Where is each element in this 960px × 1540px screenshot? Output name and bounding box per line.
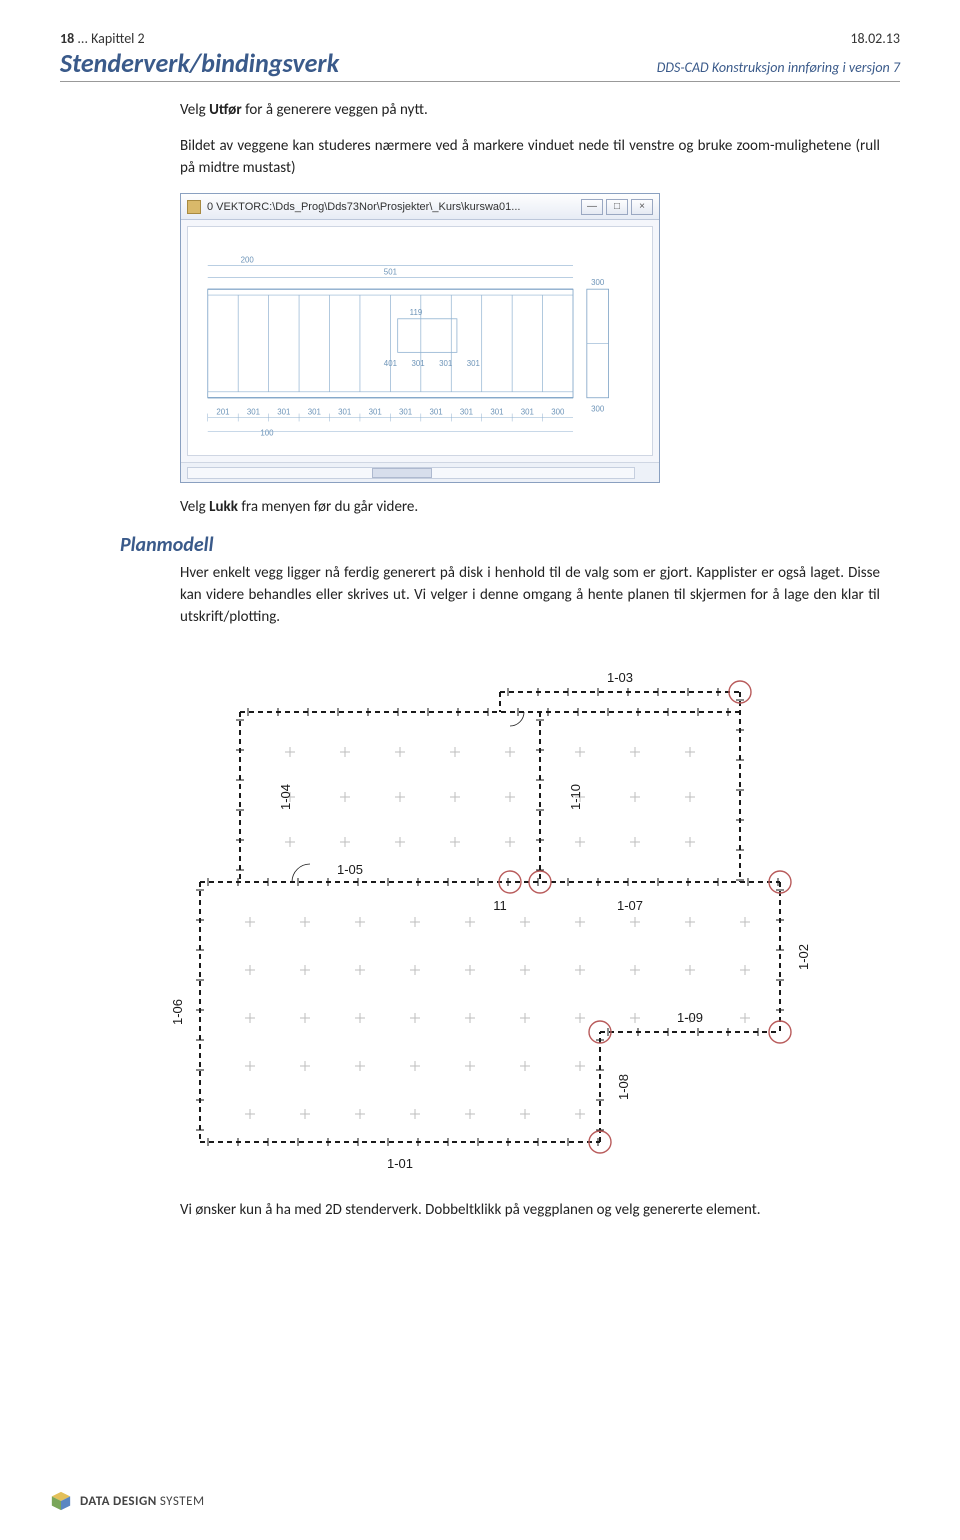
close-button[interactable]: × — [631, 199, 653, 215]
scrollbar-thumb[interactable] — [372, 468, 432, 478]
section-p1: Hver enkelt vegg ligger nå ferdig genere… — [180, 563, 880, 628]
svg-text:401: 401 — [384, 359, 397, 368]
svg-text:301: 301 — [338, 408, 351, 417]
svg-text:301: 301 — [460, 408, 473, 417]
brand-mid: DESIGN — [113, 1494, 157, 1509]
svg-text:1-01: 1-01 — [387, 1156, 413, 1171]
svg-text:200: 200 — [241, 256, 255, 265]
plan-svg: 1-03 1-04 1-10 1-05 11 1-07 1-02 1-06 1-08 1-09 1-… — [120, 642, 840, 1182]
window-titlebar: 0 VEKTOR C:\Dds_Prog\Dds73Nor\Prosjekter… — [181, 194, 659, 220]
vektor-window: 0 VEKTOR C:\Dds_Prog\Dds73Nor\Prosjekter… — [180, 193, 660, 483]
svg-text:11: 11 — [493, 898, 507, 913]
intro-block: Velg Utfør for å generere veggen på nytt… — [180, 100, 880, 179]
window-title-path: C:\Dds_Prog\Dds73Nor\Prosjekter\_Kurs\ku… — [261, 201, 520, 213]
closing-p: Vi ønsker kun å ha med 2D stenderverk. D… — [180, 1200, 880, 1222]
header-date: 18.02.13 — [850, 30, 900, 47]
intro-p1: Velg Utfør for å generere veggen på nytt… — [180, 100, 880, 122]
svg-text:301: 301 — [399, 408, 412, 417]
svg-text:1-07: 1-07 — [617, 898, 643, 913]
header-left: 18 ... Kapittel 2 — [60, 30, 145, 47]
brand-text: DATA DESIGN SYSTEM — [80, 1494, 205, 1509]
doc-title: Stenderverk/bindingsverk — [60, 47, 339, 79]
cube-icon — [50, 1490, 72, 1512]
intro-p1-post: for å generere veggen på nytt. — [242, 101, 428, 119]
after-window-block: Velg Lukk fra menyen før du går videre. — [180, 497, 880, 519]
aw-pre: Velg — [180, 498, 209, 516]
window-scrollbar[interactable] — [181, 462, 659, 482]
intro-p2: Bildet av veggene kan studeres nærmere v… — [180, 136, 880, 180]
section-body: Hver enkelt vegg ligger nå ferdig genere… — [180, 563, 880, 628]
plan-figure: 1-03 1-04 1-10 1-05 11 1-07 1-02 1-06 1-08 1-09 1-… — [120, 642, 840, 1182]
svg-text:301: 301 — [439, 359, 452, 368]
svg-text:301: 301 — [247, 408, 260, 417]
closing-block: Vi ønsker kun å ha med 2D stenderverk. D… — [180, 1200, 880, 1222]
wall-elevation-svg: 200 501 201 301 301 301 301 301 301 301 301 301 301 3… — [188, 227, 652, 455]
window-drawing-area: 200 501 201 301 301 301 301 301 301 301 301 301 301 3… — [187, 226, 653, 456]
title-row: Stenderverk/bindingsverk DDS-CAD Konstru… — [60, 47, 900, 82]
svg-text:300: 300 — [591, 278, 605, 287]
footer-logo: DATA DESIGN SYSTEM — [50, 1490, 205, 1512]
svg-text:1-05: 1-05 — [337, 862, 363, 877]
svg-text:201: 201 — [216, 408, 229, 417]
after-window-p: Velg Lukk fra menyen før du går videre. — [180, 497, 880, 519]
svg-text:301: 301 — [369, 408, 382, 417]
page-header: 18 ... Kapittel 2 18.02.13 — [60, 30, 900, 47]
maximize-button[interactable]: □ — [606, 199, 628, 215]
svg-text:100: 100 — [260, 429, 274, 438]
svg-text:301: 301 — [521, 408, 534, 417]
intro-p1-pre: Velg — [180, 101, 209, 119]
intro-p1-bold: Utfør — [209, 101, 242, 119]
svg-text:501: 501 — [384, 268, 397, 277]
svg-text:1-02: 1-02 — [796, 944, 811, 970]
svg-text:301: 301 — [429, 408, 442, 417]
svg-text:301: 301 — [308, 408, 321, 417]
aw-post: fra menyen før du går videre. — [238, 498, 418, 516]
svg-text:300: 300 — [551, 408, 565, 417]
svg-text:1-08: 1-08 — [616, 1074, 631, 1100]
aw-bold: Lukk — [209, 498, 238, 516]
brand-light: SYSTEM — [160, 1494, 205, 1509]
brand-bold: DATA — [80, 1494, 110, 1509]
svg-text:1-10: 1-10 — [568, 784, 583, 810]
doc-subtitle: DDS-CAD Konstruksjon innføring i versjon… — [657, 59, 900, 76]
svg-text:301: 301 — [411, 359, 424, 368]
app-icon — [187, 200, 201, 214]
section-heading: Planmodell — [120, 533, 900, 557]
svg-text:119: 119 — [410, 308, 423, 317]
svg-text:1-09: 1-09 — [677, 1010, 703, 1025]
svg-text:300: 300 — [591, 405, 605, 414]
svg-text:1-04: 1-04 — [278, 784, 293, 810]
svg-text:301: 301 — [490, 408, 503, 417]
chapter-label: ... Kapittel 2 — [77, 30, 144, 47]
svg-text:301: 301 — [467, 359, 480, 368]
svg-text:301: 301 — [277, 408, 290, 417]
svg-text:1-06: 1-06 — [170, 999, 185, 1025]
minimize-button[interactable]: — — [581, 199, 603, 215]
page-number: 18 — [60, 30, 74, 47]
svg-text:1-03: 1-03 — [607, 670, 633, 685]
window-title-prefix: 0 VEKTOR — [207, 201, 261, 213]
